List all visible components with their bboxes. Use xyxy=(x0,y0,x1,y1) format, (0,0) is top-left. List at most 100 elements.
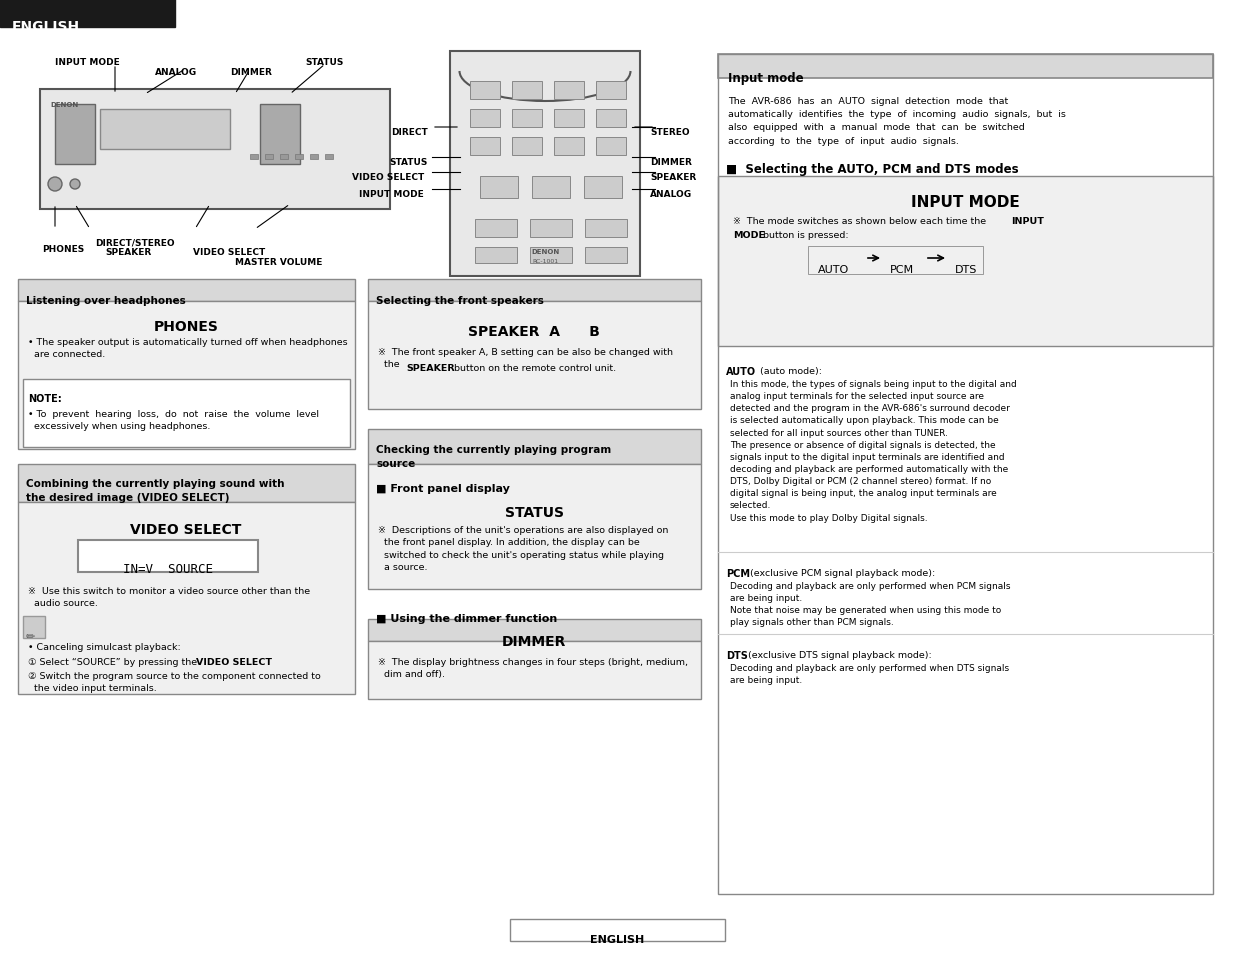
Text: (exclusive DTS signal playback mode):: (exclusive DTS signal playback mode): xyxy=(748,650,931,659)
Bar xyxy=(19,464,354,502)
Text: ANALOG: ANALOG xyxy=(156,68,198,77)
Bar xyxy=(513,110,542,128)
Bar xyxy=(597,82,626,100)
Bar xyxy=(718,55,1213,894)
Text: IN=V  SOURCE: IN=V SOURCE xyxy=(124,562,212,576)
Bar xyxy=(555,82,584,100)
Bar xyxy=(530,220,572,237)
Bar xyxy=(475,220,517,237)
Text: Decoding and playback are only performed when PCM signals
are being input.
Note : Decoding and playback are only performed… xyxy=(730,581,1010,627)
Bar xyxy=(368,619,701,641)
Bar xyxy=(0,0,175,28)
Circle shape xyxy=(70,180,80,190)
Bar xyxy=(718,55,1213,79)
Bar xyxy=(584,177,622,199)
Bar xyxy=(513,82,542,100)
Bar xyxy=(597,110,626,128)
Text: DIMMER: DIMMER xyxy=(650,158,692,167)
Bar xyxy=(555,110,584,128)
Text: MASTER VOLUME: MASTER VOLUME xyxy=(235,257,322,267)
Text: VIDEO SELECT: VIDEO SELECT xyxy=(196,658,272,666)
Text: ② Switch the program source to the component connected to
  the video input term: ② Switch the program source to the compo… xyxy=(28,671,321,693)
Text: MODE: MODE xyxy=(734,231,764,240)
Bar xyxy=(718,177,1213,347)
Bar xyxy=(475,248,517,264)
Text: button is pressed:: button is pressed: xyxy=(760,231,848,240)
Text: ※  The display brightness changes in four steps (bright, medium,
  dim and off).: ※ The display brightness changes in four… xyxy=(378,658,688,679)
Bar xyxy=(23,379,350,448)
Text: (auto mode):: (auto mode): xyxy=(760,367,823,375)
Bar xyxy=(325,154,333,160)
Text: PHONES: PHONES xyxy=(42,245,84,253)
Text: ※  Descriptions of the unit's operations are also displayed on
  the front panel: ※ Descriptions of the unit's operations … xyxy=(378,525,668,572)
Text: DIRECT/STEREO: DIRECT/STEREO xyxy=(95,237,174,247)
Text: STATUS: STATUS xyxy=(505,505,563,519)
Bar xyxy=(368,430,701,464)
Bar xyxy=(19,280,354,302)
Text: button on the remote control unit.: button on the remote control unit. xyxy=(451,364,616,373)
Text: INPUT: INPUT xyxy=(1011,216,1044,226)
Bar xyxy=(471,82,500,100)
Text: DIMMER: DIMMER xyxy=(501,635,566,648)
Bar xyxy=(100,110,230,150)
Bar xyxy=(513,138,542,156)
Text: In this mode, the types of signals being input to the digital and
analog input t: In this mode, the types of signals being… xyxy=(730,379,1016,522)
Text: STATUS: STATUS xyxy=(389,158,429,167)
Text: VIDEO SELECT: VIDEO SELECT xyxy=(352,172,424,182)
Text: ■  Selecting the AUTO, PCM and DTS modes: ■ Selecting the AUTO, PCM and DTS modes xyxy=(726,163,1019,175)
Text: DTS: DTS xyxy=(955,265,977,274)
Bar xyxy=(808,247,983,274)
Text: Selecting the front speakers: Selecting the front speakers xyxy=(375,295,543,306)
Text: PHONES: PHONES xyxy=(153,319,219,334)
Text: the desired image (VIDEO SELECT): the desired image (VIDEO SELECT) xyxy=(26,493,230,502)
Text: DTS: DTS xyxy=(726,650,748,660)
Text: ■ Using the dimmer function: ■ Using the dimmer function xyxy=(375,614,557,623)
Text: ENGLISH: ENGLISH xyxy=(12,20,80,34)
Bar xyxy=(310,154,317,160)
Bar xyxy=(295,154,303,160)
Bar xyxy=(368,302,701,410)
Text: (exclusive PCM signal playback mode):: (exclusive PCM signal playback mode): xyxy=(750,568,935,578)
Text: • Canceling simulcast playback:: • Canceling simulcast playback: xyxy=(28,642,180,651)
Text: VIDEO SELECT: VIDEO SELECT xyxy=(193,248,266,256)
Text: INPUT MODE: INPUT MODE xyxy=(910,194,1019,210)
Text: AUTO: AUTO xyxy=(726,367,756,376)
Text: Combining the currently playing sound with: Combining the currently playing sound wi… xyxy=(26,478,284,489)
Text: STEREO: STEREO xyxy=(650,128,689,137)
Bar xyxy=(266,154,273,160)
Bar xyxy=(78,540,258,573)
Text: Listening over headphones: Listening over headphones xyxy=(26,295,185,306)
Text: NOTE:: NOTE: xyxy=(28,394,62,403)
Text: ✏: ✏ xyxy=(25,631,35,641)
Text: ① Select “SOURCE” by pressing the: ① Select “SOURCE” by pressing the xyxy=(28,658,200,666)
Text: • To  prevent  hearing  loss,  do  not  raise  the  volume  level
  excessively : • To prevent hearing loss, do not raise … xyxy=(28,410,319,431)
Text: The  AVR-686  has  an  AUTO  signal  detection  mode  that
automatically  identi: The AVR-686 has an AUTO signal detection… xyxy=(727,97,1066,146)
Text: STATUS: STATUS xyxy=(305,58,343,67)
Text: SPEAKER  A      B: SPEAKER A B xyxy=(468,325,600,338)
Bar xyxy=(368,464,701,589)
Text: INPUT MODE: INPUT MODE xyxy=(56,58,120,67)
Bar xyxy=(19,302,354,450)
Circle shape xyxy=(48,178,62,192)
Bar xyxy=(19,502,354,695)
Bar xyxy=(471,138,500,156)
Bar xyxy=(450,52,640,276)
Text: DENON: DENON xyxy=(49,102,78,108)
Bar xyxy=(368,641,701,700)
Bar xyxy=(368,280,701,302)
Text: ANALOG: ANALOG xyxy=(650,190,692,199)
Bar xyxy=(56,105,95,165)
Text: AUTO: AUTO xyxy=(818,265,850,274)
Text: INPUT MODE: INPUT MODE xyxy=(359,190,424,199)
Text: Checking the currently playing program: Checking the currently playing program xyxy=(375,444,611,455)
Text: SPEAKER: SPEAKER xyxy=(105,248,151,256)
Text: ※  The mode switches as shown below each time the: ※ The mode switches as shown below each … xyxy=(734,216,989,226)
Text: DIRECT: DIRECT xyxy=(391,128,429,137)
Text: DIMMER: DIMMER xyxy=(230,68,272,77)
Bar xyxy=(480,177,517,199)
Bar xyxy=(261,105,300,165)
Text: Input mode: Input mode xyxy=(727,71,804,85)
Bar xyxy=(23,617,44,639)
Text: SPEAKER: SPEAKER xyxy=(406,364,454,373)
Text: ※  The front speaker A, B setting can be also be changed with
  the: ※ The front speaker A, B setting can be … xyxy=(378,348,673,369)
